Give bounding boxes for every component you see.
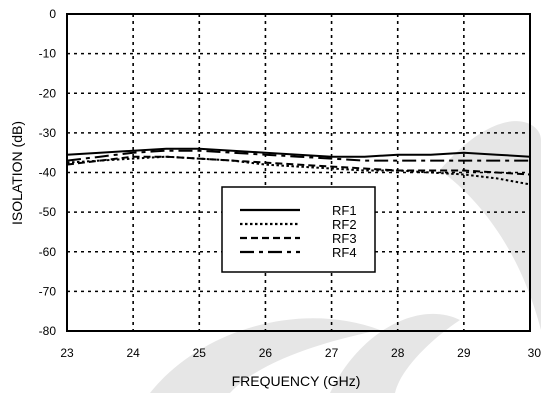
series-line-rf4	[66, 149, 530, 162]
legend-label-rf1: RF1	[332, 203, 357, 218]
y-tick-label: -10	[39, 47, 57, 61]
series-line-rf2	[66, 155, 531, 186]
series-line-rf3	[66, 155, 531, 176]
series-line-rf1	[66, 147, 531, 158]
x-tick-label: 29	[457, 346, 471, 360]
x-tick-labels: 23 24 25 26 27 28 29 30	[60, 346, 541, 360]
watermark	[150, 121, 541, 393]
y-tick-label: -60	[39, 245, 57, 259]
x-tick-label: 25	[193, 346, 207, 360]
x-tick-label: 24	[126, 346, 140, 360]
x-tick-label: 30	[528, 346, 541, 360]
legend-label-rf3: RF3	[332, 231, 357, 246]
grid-lines	[67, 14, 530, 331]
y-tick-labels: 0 -10 -20 -30 -40 -50 -60 -70 -80	[39, 7, 57, 338]
series-lines	[66, 147, 531, 186]
x-axis-title: FREQUENCY (GHz)	[232, 373, 361, 389]
y-tick-label: -20	[39, 86, 57, 100]
legend-box	[221, 186, 376, 273]
x-tick-label: 26	[259, 346, 273, 360]
y-tick-label: -40	[39, 166, 57, 180]
y-tick-label: -80	[39, 324, 57, 338]
legend-label-rf2: RF2	[332, 217, 357, 232]
y-tick-label: -50	[39, 205, 57, 219]
plot-frame	[66, 13, 531, 332]
y-axis-title: ISOLATION (dB)	[9, 121, 25, 225]
y-tick-label: -70	[39, 284, 57, 298]
x-tick-label: 23	[60, 346, 74, 360]
x-tick-label: 28	[391, 346, 405, 360]
x-tick-label: 27	[325, 346, 339, 360]
y-tick-label: 0	[49, 7, 56, 21]
y-tick-label: -30	[39, 126, 57, 140]
legend-label-rf4: RF4	[332, 245, 357, 260]
